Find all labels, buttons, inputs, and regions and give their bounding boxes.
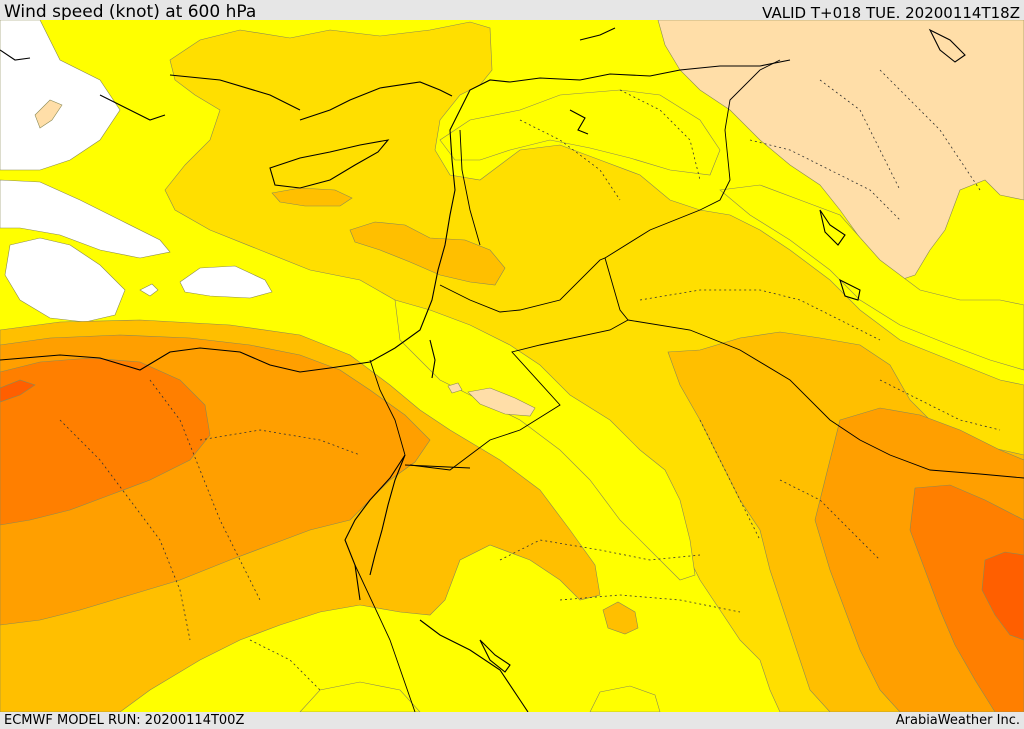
band1-east-strip <box>719 184 1024 371</box>
dotted-subdivisions <box>59 69 1001 691</box>
band5-east <box>909 484 1024 712</box>
valid-time-label: VALID T+018 TUE. 20200114T18Z <box>762 4 1020 22</box>
map-title: Wind speed (knot) at 600 hPa <box>4 2 257 22</box>
band-white-west-1 <box>0 20 121 171</box>
band1-levant <box>394 299 696 581</box>
coastlines <box>0 27 966 712</box>
country-borders <box>354 59 1024 712</box>
peach-blob-greece <box>34 99 63 129</box>
map-header: Wind speed (knot) at 600 hPa VALID T+018… <box>0 0 1024 22</box>
model-run-label: ECMWF MODEL RUN: 20200114T00Z <box>4 713 245 728</box>
band-white-west-5 <box>139 283 159 297</box>
credit-label: ArabiaWeather Inc. <box>895 713 1020 728</box>
band3-small-2 <box>271 187 353 207</box>
wind-speed-map <box>0 20 1024 712</box>
band-white-west-2 <box>0 179 171 259</box>
peach-blob-jordan <box>467 387 536 417</box>
band3-small-1 <box>602 601 639 635</box>
map-canvas <box>0 20 1024 712</box>
band1-south-2 <box>589 685 661 712</box>
map-footer: ECMWF MODEL RUN: 20200114T00Z ArabiaWeat… <box>0 712 1024 729</box>
band6-east <box>981 551 1024 641</box>
band-white-west-3 <box>4 237 126 323</box>
band1-south <box>299 681 421 712</box>
band6-west <box>0 379 36 403</box>
band3-levant-blob <box>349 221 506 286</box>
band1-north-strip <box>439 89 721 176</box>
band5-egypt <box>0 357 211 526</box>
band-white-west-4 <box>179 265 273 299</box>
peach-blob-jordan-2 <box>447 382 463 394</box>
